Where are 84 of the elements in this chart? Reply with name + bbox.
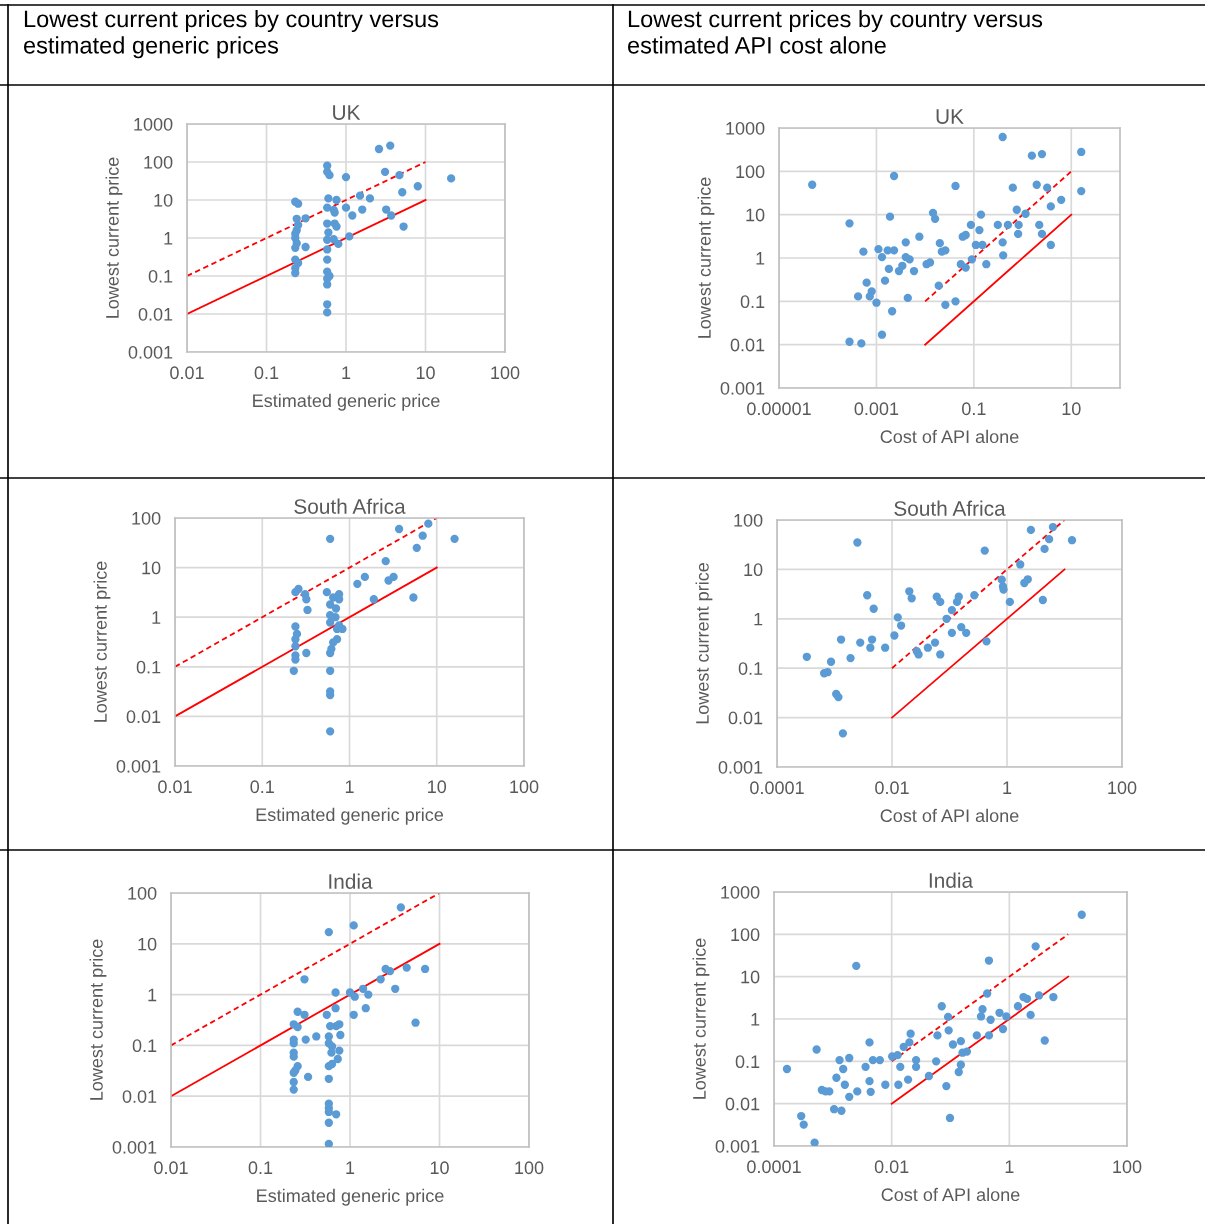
- y-tick-label: 1000: [721, 885, 760, 899]
- x-tick-label: 10: [416, 366, 435, 380]
- x-tick-label: 0.00001: [747, 402, 811, 416]
- x-axis-title: Cost of API alone: [880, 808, 1019, 823]
- y-axis-title: Lowest current price: [105, 157, 123, 318]
- y-tick-label: 1: [148, 988, 157, 1002]
- y-tick-label: 0.001: [128, 345, 173, 359]
- y-tick-label: 0.001: [116, 759, 161, 773]
- x-tick-label: 1: [342, 366, 351, 379]
- x-tick-label: 0.0001: [750, 781, 804, 795]
- y-axis-title: Lowest current price: [89, 939, 107, 1100]
- x-tick-label: 10: [428, 780, 447, 794]
- y-tick-label: 0.001: [715, 1139, 760, 1153]
- y-tick-label: 0.01: [730, 338, 765, 352]
- y-tick-label: 1: [152, 611, 161, 624]
- y-tick-label: 100: [128, 886, 157, 900]
- x-tick-label: 0.01: [875, 781, 909, 795]
- x-tick-label: 0.01: [170, 366, 204, 380]
- x-tick-label: 0.1: [962, 402, 986, 416]
- x-tick-label: 100: [1108, 781, 1137, 795]
- y-tick-label: 10: [746, 208, 765, 222]
- x-tick-label: 0.001: [854, 402, 899, 416]
- y-tick-label: 10: [142, 561, 161, 575]
- y-tick-label: 0.01: [728, 711, 763, 725]
- y-tick-label: 1000: [134, 117, 173, 131]
- x-axis-title: Cost of API alone: [880, 429, 1019, 444]
- chart-title: India: [329, 873, 373, 889]
- y-tick-label: 0.1: [735, 1055, 760, 1069]
- x-tick-label: 0.1: [250, 780, 274, 794]
- chart-title: India: [929, 872, 974, 888]
- x-axis-title: Estimated generic price: [256, 807, 444, 825]
- y-tick-label: 10: [741, 970, 760, 984]
- x-tick-label: 0.01: [874, 1160, 909, 1174]
- x-axis-title: Cost of API alone: [881, 1187, 1020, 1202]
- x-tick-label: 1: [1003, 781, 1012, 794]
- y-tick-label: 10: [744, 563, 763, 577]
- y-tick-label: 0.001: [720, 381, 765, 395]
- y-tick-label: 0.01: [138, 307, 173, 321]
- chart-title: UK: [333, 105, 361, 120]
- y-tick-label: 0.1: [132, 1039, 157, 1053]
- y-tick-label: 100: [731, 928, 760, 942]
- x-tick-label: 0.1: [254, 366, 279, 380]
- y-tick-label: 100: [736, 165, 765, 179]
- x-tick-label: 100: [510, 780, 539, 794]
- y-tick-label: 1: [164, 232, 173, 245]
- y-tick-label: 0.001: [718, 760, 763, 774]
- x-tick-label: 100: [491, 366, 520, 380]
- chart-title: South Africa: [894, 500, 1006, 516]
- x-tick-label: 0.0001: [747, 1160, 801, 1174]
- y-tick-label: 0.01: [122, 1090, 157, 1103]
- x-tick-label: 100: [1113, 1160, 1142, 1174]
- y-tick-label: 1: [756, 252, 765, 265]
- y-axis-title: Lowest current price: [692, 938, 710, 1099]
- y-tick-label: 100: [132, 511, 161, 525]
- y-tick-label: 10: [154, 193, 173, 207]
- x-tick-label: 1: [345, 780, 354, 793]
- y-tick-label: 0.01: [725, 1097, 760, 1111]
- y-tick-label: 1000: [726, 121, 765, 135]
- y-tick-label: 0.1: [738, 662, 763, 675]
- x-tick-label: 100: [515, 1161, 544, 1175]
- y-tick-label: 1: [754, 612, 763, 626]
- y-tick-label: 0.01: [126, 710, 161, 724]
- y-tick-label: 0.1: [148, 269, 173, 283]
- y-axis-title: Lowest current price: [697, 177, 715, 338]
- x-tick-label: 10: [430, 1161, 449, 1175]
- y-axis-title: Lowest current price: [695, 563, 713, 724]
- y-tick-label: 1: [751, 1013, 760, 1026]
- y-tick-label: 0.001: [112, 1140, 157, 1154]
- x-axis-title: Estimated generic price: [257, 1188, 444, 1206]
- x-tick-label: 10: [1062, 402, 1081, 416]
- y-tick-label: 100: [144, 155, 173, 169]
- x-tick-label: 1: [346, 1161, 355, 1174]
- y-tick-label: 100: [734, 513, 763, 527]
- y-tick-label: 0.1: [136, 660, 161, 674]
- text: Lowest current prices by country versus estimated generic prices: [24, 10, 439, 59]
- chart-title: South Africa: [294, 498, 406, 514]
- y-tick-label: 10: [138, 937, 157, 951]
- x-tick-label: 0.1: [248, 1161, 273, 1175]
- chart-title: UK: [936, 109, 964, 124]
- text: Lowest current prices by country versus estimated API cost alone: [628, 10, 1043, 54]
- y-tick-label: 0.1: [740, 295, 765, 309]
- y-axis-title: Lowest current price: [93, 561, 111, 722]
- x-axis-title: Estimated generic price: [253, 393, 440, 411]
- x-tick-label: 1: [1005, 1160, 1014, 1173]
